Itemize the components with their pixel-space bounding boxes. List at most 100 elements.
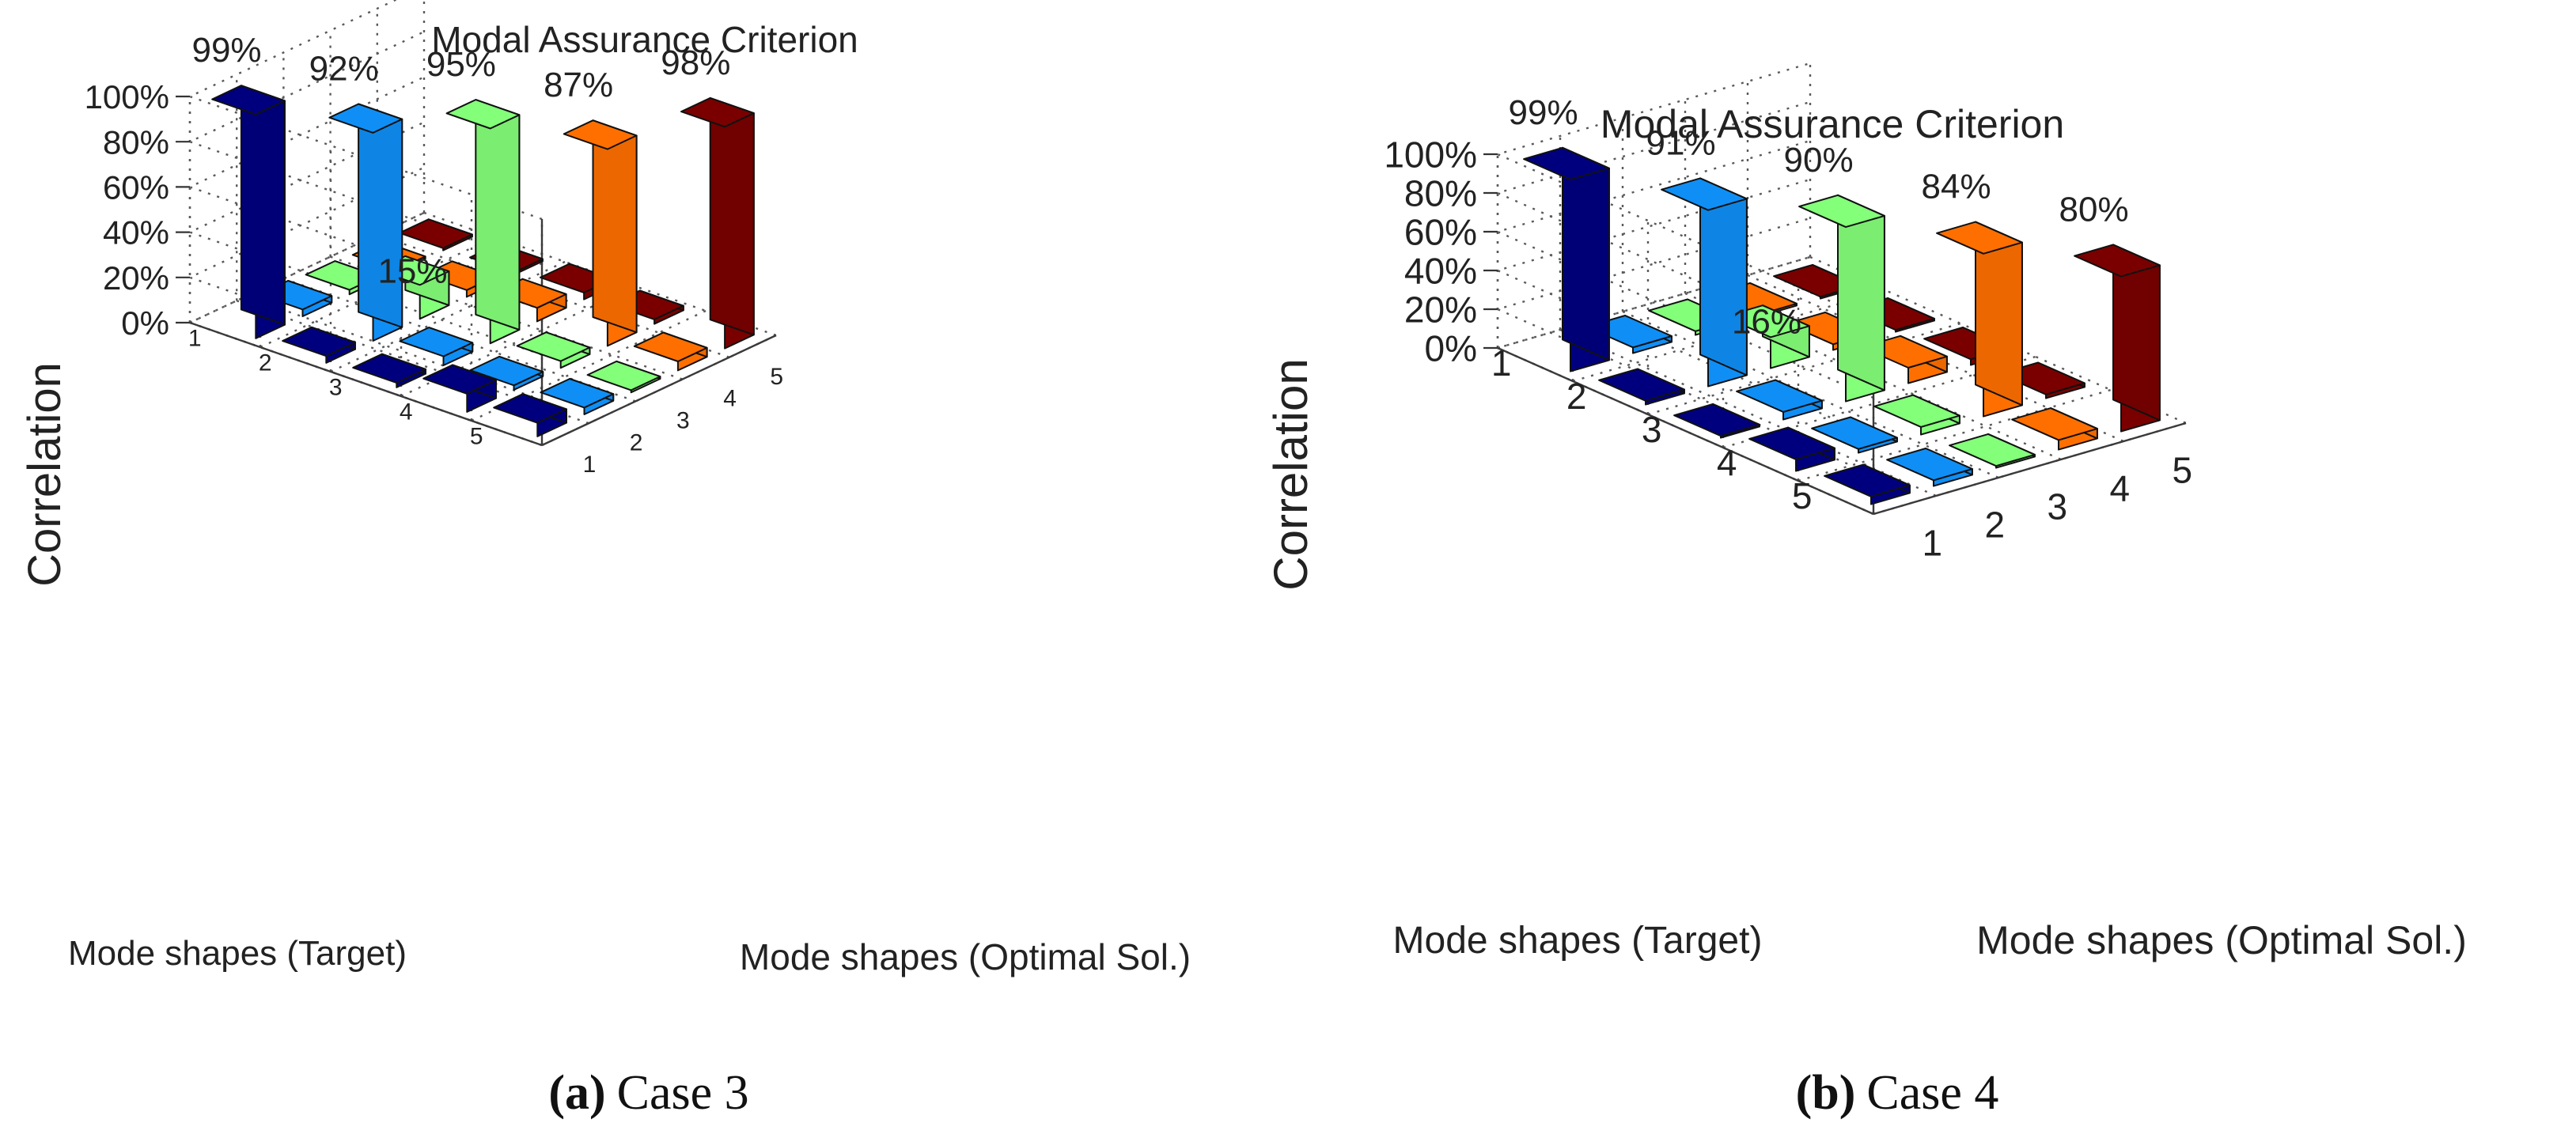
- floor-gridline: [1622, 310, 1999, 479]
- y-tick-label: 4: [2110, 468, 2131, 509]
- bar-r4-c3: [516, 331, 591, 369]
- z-tick-label: 0%: [121, 304, 169, 342]
- y-axis-label: Mode shapes (Optimal Sol.): [740, 936, 1191, 977]
- bar-top-face: [493, 393, 567, 424]
- x-axis-line: [189, 321, 543, 447]
- bar-top-face: [1798, 194, 1885, 229]
- panel-label: (b): [1796, 1066, 1856, 1120]
- bars: [1523, 146, 2161, 505]
- z-tick-label: 20%: [103, 259, 169, 297]
- z-tick-label: 80%: [1404, 173, 1477, 214]
- data-labels: 99% 92% 95% 87% 98% 15%: [191, 31, 730, 290]
- bar-top-face: [633, 331, 708, 362]
- bar-r5-c5: [2074, 244, 2161, 433]
- x-tick-label: 4: [1717, 442, 1737, 483]
- z-gridline: [1494, 139, 1874, 399]
- y-axis-line: [541, 334, 777, 447]
- bar-r3-c2: [1736, 379, 1823, 421]
- bar-top-face: [1748, 426, 1835, 460]
- bar-r5-c3: [1949, 433, 2036, 469]
- bar-r5-c4: [2011, 407, 2098, 451]
- z-tick-labels: 0% 20% 40% 60% 80% 100%: [85, 78, 190, 342]
- bar-r5-c2: [540, 378, 615, 415]
- bar-top-face: [1523, 146, 1610, 181]
- x-tick-label: 1: [1491, 342, 1512, 384]
- z-gridline: [187, 0, 543, 221]
- bar-side-face: [592, 119, 638, 334]
- y-tick-label: 5: [2173, 450, 2193, 491]
- bar-r4-c1: [1748, 426, 1835, 472]
- y-tick-label: 4: [723, 386, 737, 412]
- data-label: 91%: [1646, 123, 1716, 162]
- y-tick-label: 5: [770, 364, 783, 390]
- bars: [211, 85, 755, 437]
- bar-r2-c2: [1661, 177, 1748, 388]
- z-tick-label: 100%: [85, 78, 169, 115]
- bar-top-face: [469, 355, 544, 387]
- z-gridline: [1494, 217, 1874, 477]
- x-axis-label: Mode shapes (Target): [68, 934, 407, 973]
- bar-top-face: [1673, 403, 1760, 437]
- z-gridline: [1494, 62, 1874, 322]
- bar-r4-c2: [1811, 416, 1898, 454]
- bar-top-face: [586, 360, 661, 391]
- bar-top-face: [1824, 463, 1911, 497]
- x-tick-label: 2: [259, 350, 272, 376]
- bar-r4-c1: [422, 364, 497, 413]
- z-tick-label: 100%: [1384, 134, 1477, 176]
- bar-top-face: [422, 364, 497, 395]
- x-tick-label: 4: [400, 399, 413, 425]
- x-tick-labels: 1 2 3 4 5: [1491, 342, 1813, 516]
- plot-area: 0% 20% 40% 60% 80% 100% 1 2 3 4 5 1 2 3 4 5 99% 92% 95% 87%…: [85, 0, 783, 478]
- bar-r5-c1: [1824, 463, 1911, 505]
- bar-top-face: [1949, 433, 2036, 467]
- bar-r5-c4: [633, 331, 708, 372]
- data-label: 84%: [1922, 168, 1991, 206]
- bar-top-face: [540, 378, 615, 409]
- y-tick-label: 2: [630, 429, 643, 456]
- bar-top-face: [680, 96, 755, 128]
- bar-r4-c4: [1936, 221, 2023, 418]
- bar-top-face: [282, 326, 356, 357]
- caption-text: Case 3: [617, 1066, 749, 1120]
- bar-top-face: [445, 99, 521, 130]
- y-tick-label: 1: [583, 452, 597, 478]
- data-label: 99%: [1509, 93, 1578, 132]
- bar-r5-c1: [493, 393, 567, 437]
- floor-gridline: [1722, 355, 2036, 449]
- chart-title: Modal Assurance Criterion: [431, 19, 858, 60]
- y-tick-label: 3: [676, 408, 690, 434]
- data-label: 90%: [1784, 141, 1854, 180]
- x-tick-label: 3: [329, 375, 343, 401]
- floor-gridline: [1647, 322, 1961, 416]
- bar-top-face: [1598, 368, 1685, 402]
- bar-top-face: [1811, 416, 1898, 450]
- x-tick-label: 5: [470, 424, 483, 450]
- x-tick-label: 5: [1792, 475, 1813, 516]
- data-label: 15%: [377, 252, 447, 291]
- bar-r3-c1: [1673, 403, 1760, 439]
- z-gridline: [187, 166, 543, 401]
- z-tick-label: 20%: [1404, 289, 1477, 331]
- bar-r2-c3: [1723, 304, 1810, 369]
- bar-r5-c3: [586, 360, 661, 394]
- bar-r1-c5: [399, 218, 473, 251]
- z-tick-label: 60%: [1404, 212, 1477, 253]
- bar-top-face: [211, 85, 286, 115]
- bar-top-face: [1936, 221, 2023, 255]
- z-tick-label: 40%: [1404, 251, 1477, 292]
- data-label: 16%: [1732, 303, 1801, 342]
- x-tick-labels: 1 2 3 4 5: [188, 326, 483, 450]
- bar-r1-c1: [211, 85, 286, 339]
- bar-r4-c2: [469, 355, 544, 391]
- y-axis-label: Mode shapes (Optimal Sol.): [1976, 918, 2467, 962]
- panel-label: (a): [548, 1066, 605, 1120]
- bar-top-face: [1873, 394, 1960, 428]
- y-tick-label: 1: [1923, 523, 1943, 564]
- chart-title: Modal Assurance Criterion: [1601, 102, 2064, 146]
- bar-side-face: [475, 99, 521, 331]
- z-tick-label: 60%: [103, 169, 169, 206]
